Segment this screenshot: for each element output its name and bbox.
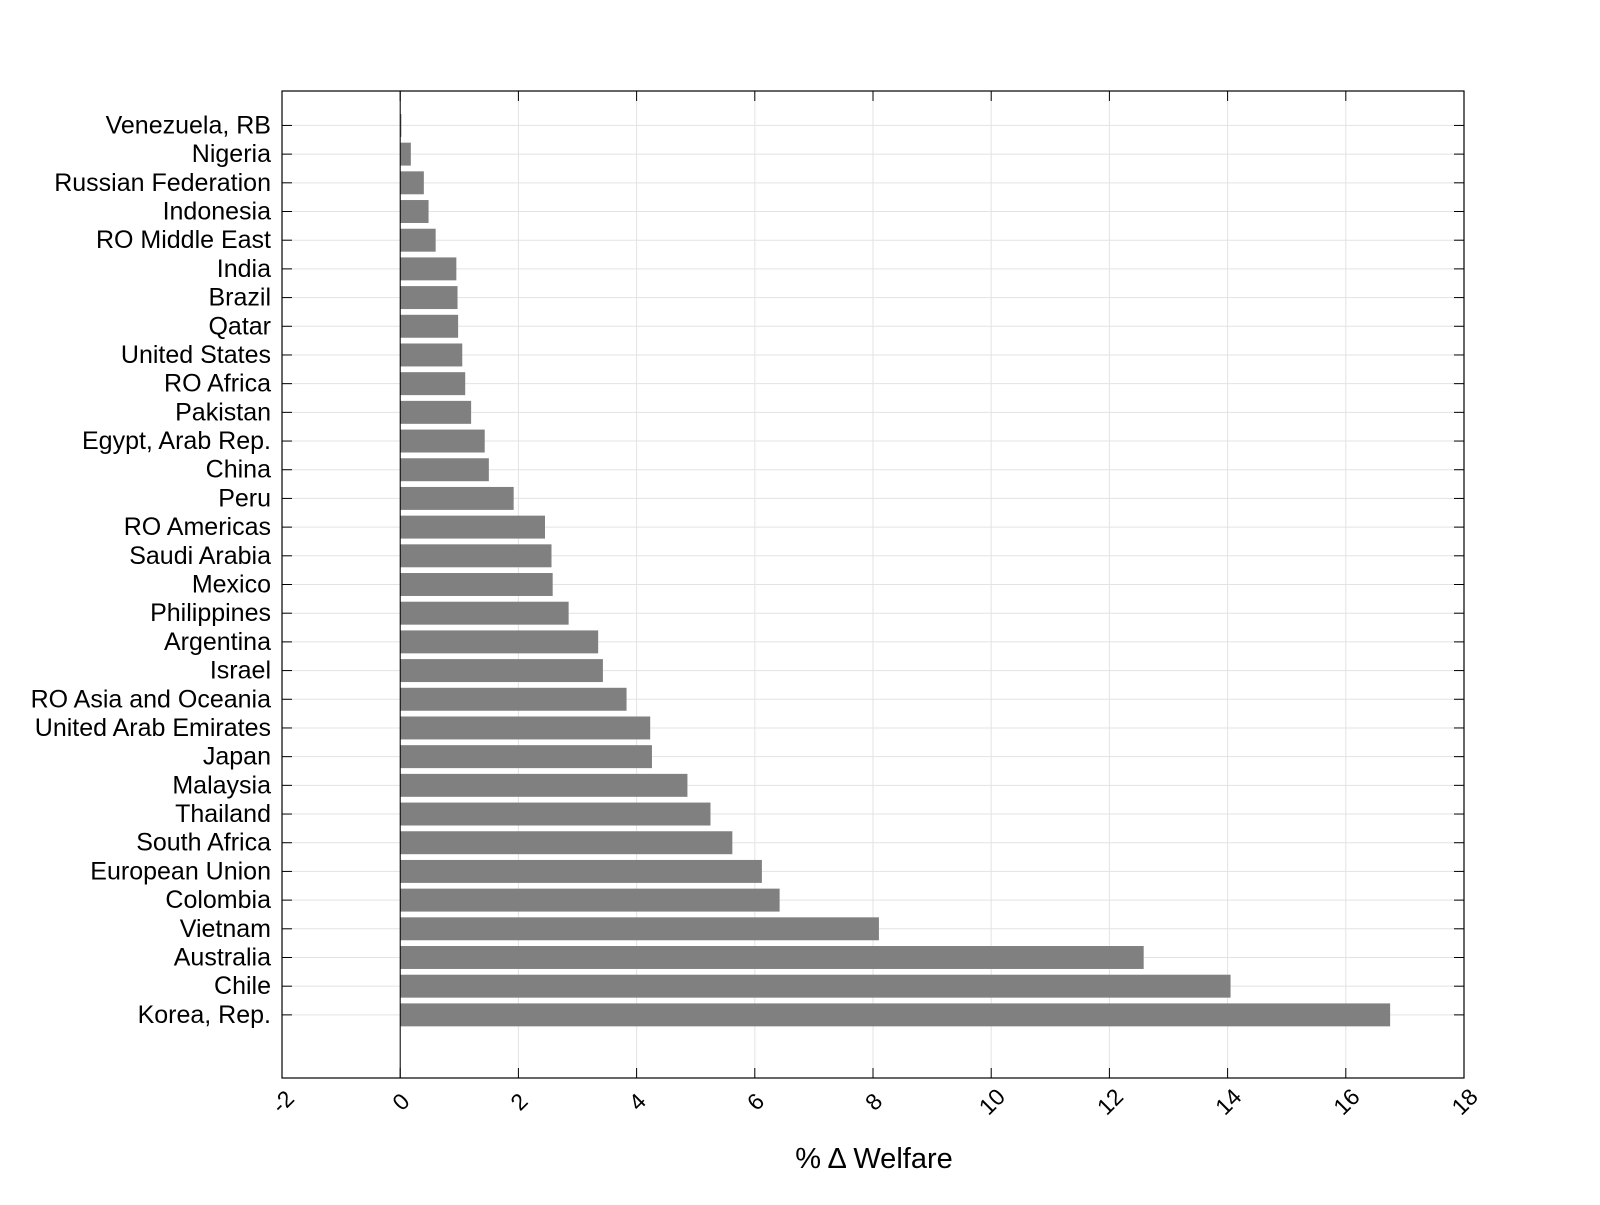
category-label: Argentina (164, 628, 271, 656)
category-label: China (206, 456, 271, 484)
category-label: Pakistan (175, 398, 271, 426)
bar (400, 716, 651, 740)
x-tick-label: 16 (1328, 1083, 1364, 1119)
bar (400, 200, 429, 223)
bar (400, 974, 1231, 998)
category-label: India (217, 255, 271, 283)
x-tick-label: 12 (1092, 1083, 1128, 1119)
bar (400, 745, 652, 769)
category-label: Indonesia (163, 198, 272, 226)
category-label: Nigeria (192, 140, 271, 168)
category-label: Brazil (208, 284, 271, 312)
category-label: Colombia (165, 886, 271, 914)
bar (400, 573, 553, 596)
bar (400, 286, 458, 310)
x-tick-label: 8 (860, 1088, 887, 1115)
bar (400, 515, 545, 539)
bar (400, 171, 424, 195)
category-label: Peru (218, 484, 271, 512)
category-label: United States (121, 341, 271, 369)
bar (400, 859, 762, 883)
x-tick-label: 6 (742, 1088, 769, 1115)
category-label: Japan (203, 743, 271, 771)
category-label: Vietnam (180, 915, 271, 943)
x-tick-label: 0 (387, 1088, 414, 1115)
bar (400, 429, 485, 453)
category-label: European Union (90, 857, 271, 885)
category-label: RO Americas (124, 513, 271, 541)
grid-layer (281, 91, 1465, 1078)
x-tick-label: 4 (624, 1088, 652, 1116)
category-label: Korea, Rep. (138, 1001, 271, 1029)
bar (400, 802, 711, 826)
category-label: RO Africa (164, 370, 271, 398)
bars-layer (400, 113, 1391, 1027)
bar (400, 1003, 1391, 1027)
category-label: RO Middle East (96, 226, 271, 254)
bar (400, 687, 627, 711)
bar (400, 917, 879, 941)
labels-layer: -2 0 2 4 6 8 10 12 14 16 18 Venezuela, RBNigeriaRus… (31, 111, 1483, 1119)
bar (400, 372, 466, 396)
category-label: Egypt, Arab Rep. (82, 427, 271, 455)
bar (400, 228, 436, 252)
bar (400, 888, 780, 912)
bar (400, 773, 688, 797)
x-tick-label: -2 (266, 1085, 299, 1118)
bar (400, 343, 463, 367)
bar (400, 458, 489, 482)
bar (400, 946, 1144, 969)
bar (400, 601, 569, 625)
bar (400, 400, 472, 424)
category-label: Saudi Arabia (129, 542, 271, 570)
category-label: Mexico (192, 571, 271, 599)
category-label: Venezuela, RB (106, 111, 271, 139)
axes-frame (281, 90, 1465, 1079)
category-label: Malaysia (172, 771, 271, 799)
category-label: South Africa (136, 829, 271, 857)
x-axis-title: % Δ Welfare (795, 1143, 952, 1175)
bar (400, 142, 411, 166)
bar (400, 630, 599, 654)
bar (400, 257, 457, 281)
category-label: Israel (210, 657, 271, 685)
bar (400, 314, 459, 338)
category-label: RO Asia and Oceania (31, 685, 272, 713)
bar (400, 486, 514, 510)
bar (400, 113, 402, 137)
x-tick-label: 18 (1446, 1083, 1482, 1119)
category-label: Philippines (150, 599, 271, 627)
category-label: Chile (214, 972, 271, 1000)
category-label: Russian Federation (54, 169, 271, 197)
bar (400, 544, 552, 568)
category-label: Thailand (175, 800, 271, 828)
category-label: Australia (174, 943, 271, 971)
x-tick-label: 14 (1210, 1083, 1247, 1120)
category-label: Qatar (208, 312, 271, 340)
category-label: United Arab Emirates (35, 714, 271, 742)
x-tick-label: 10 (974, 1083, 1010, 1119)
bar (400, 831, 733, 855)
bar (400, 659, 603, 683)
x-tick-label: 2 (505, 1088, 532, 1115)
